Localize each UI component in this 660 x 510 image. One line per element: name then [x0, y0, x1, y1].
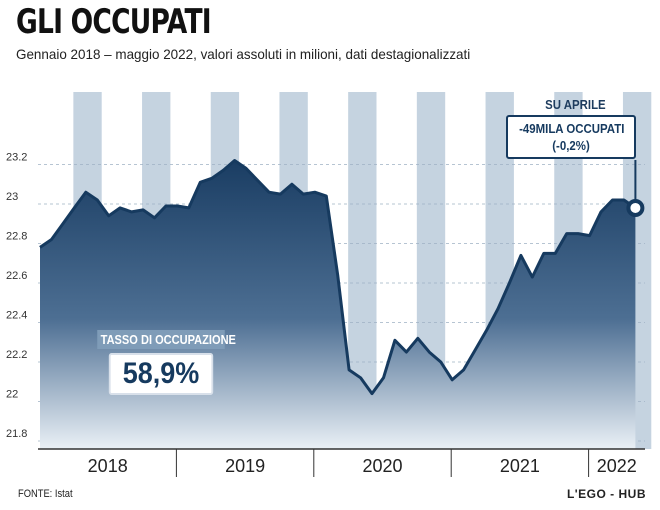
year-axis: 2018 2019 2020 2021 2022: [88, 449, 637, 477]
year-label: 2020: [362, 456, 402, 476]
year-label: 2021: [500, 456, 540, 476]
y-tick-label: 23.2: [6, 152, 27, 164]
callout-title: SU APRILE: [545, 97, 606, 112]
employment-rate-value: 58,9%: [108, 353, 214, 395]
employment-rate-box: TASSO DI OCCUPAZIONE 58,9%: [86, 330, 236, 395]
employment-line: [39, 159, 637, 396]
year-label: 2022: [597, 456, 637, 476]
year-label: 2019: [225, 456, 265, 476]
brand-label: L'EGO - HUB: [566, 487, 646, 501]
y-tick-label: 22.8: [6, 231, 27, 243]
callout-line-1: -49MILA OCCUPATI: [519, 121, 625, 136]
y-axis-ticks: 21.8 22 22.2 22.4 22.6 22.8 23 23.2: [6, 152, 27, 441]
chart-subtitle: Gennaio 2018 – maggio 2022, valori assol…: [16, 46, 471, 62]
callout-line-2: (-0,2%): [552, 138, 590, 153]
callout-box: -49MILA OCCUPATI (-0,2%): [506, 115, 636, 159]
last-data-point: [626, 198, 645, 217]
y-tick-label: 21.8: [6, 428, 27, 440]
y-tick-label: 22.4: [6, 310, 27, 322]
y-tick-label: 22: [6, 389, 18, 401]
y-tick-label: 22.6: [6, 270, 27, 282]
y-tick-label: 23: [6, 191, 18, 203]
april-callout: SU APRILE -49MILA OCCUPATI (-0,2%): [506, 97, 636, 159]
employment-rate-label: TASSO DI OCCUPAZIONE: [97, 330, 236, 349]
source-label: FONTE: Istat: [18, 488, 73, 500]
year-label: 2018: [88, 456, 128, 476]
chart-title: GLI OCCUPATI: [16, 2, 212, 42]
y-tick-label: 22.2: [6, 349, 27, 361]
